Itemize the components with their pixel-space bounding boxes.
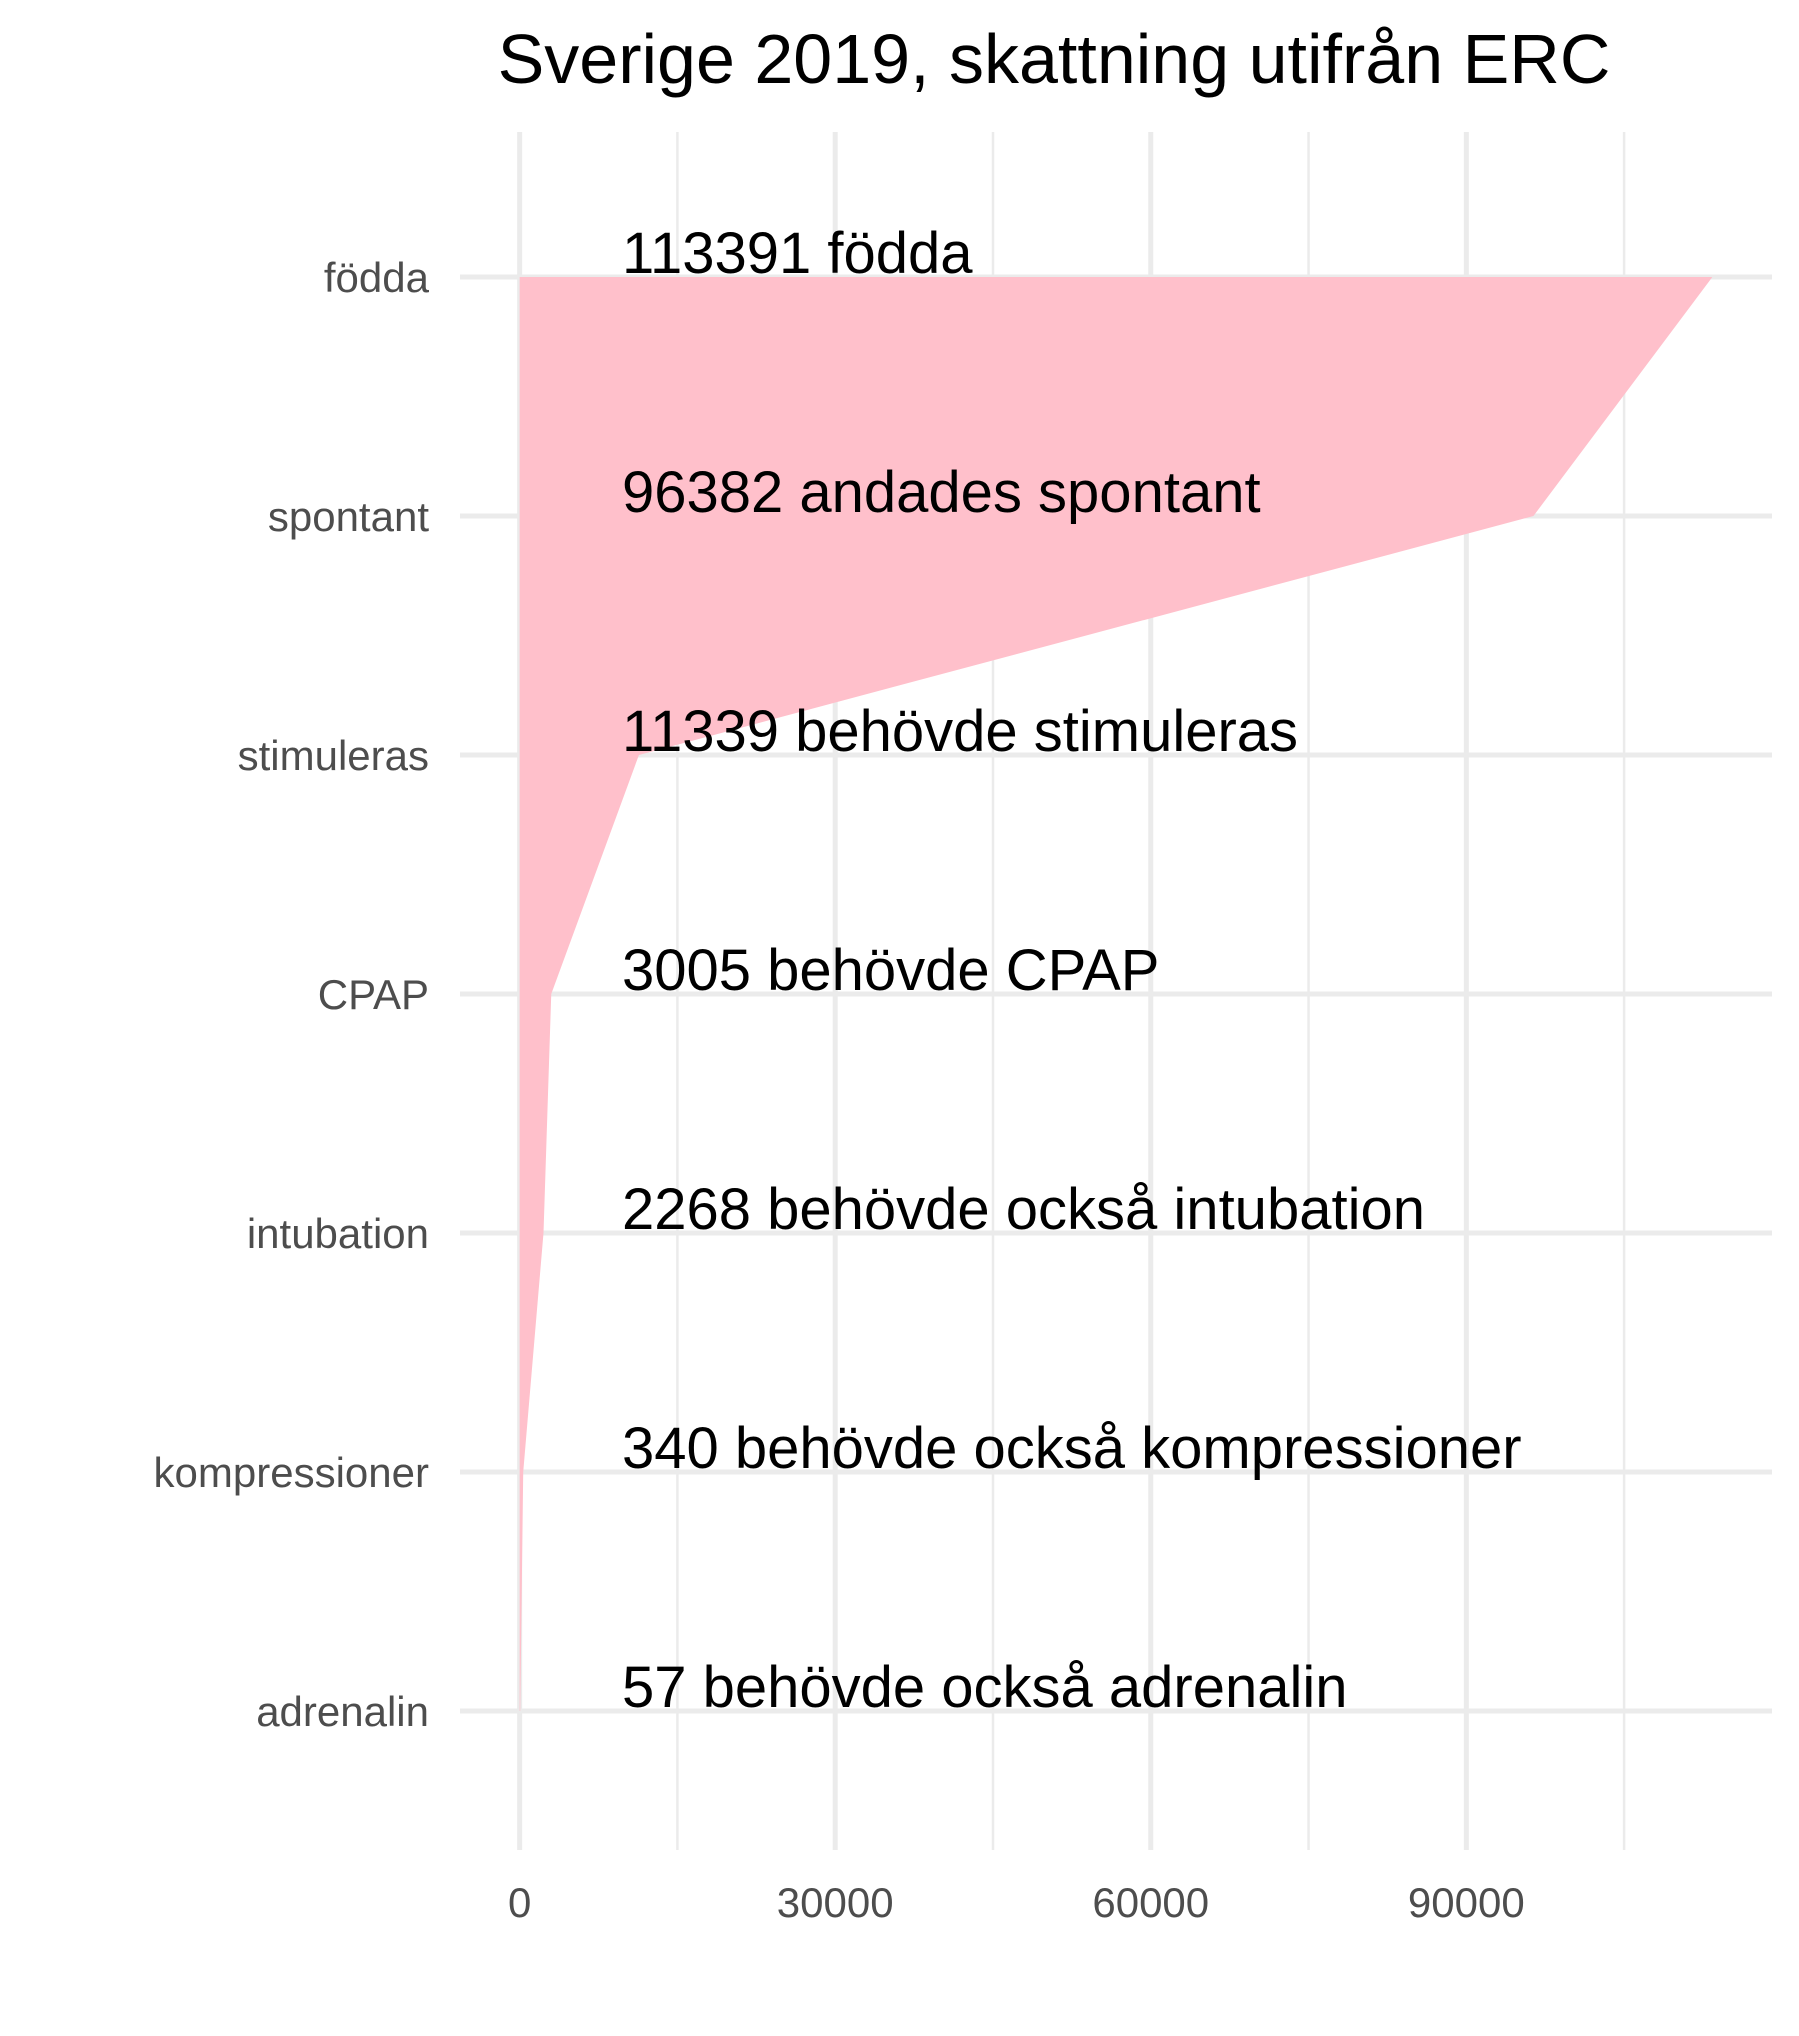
data-label: 340 behövde också kompressioner: [622, 1416, 1522, 1481]
category-label: födda: [324, 254, 430, 301]
data-label: 57 behövde också adrenalin: [622, 1655, 1348, 1720]
category-label: CPAP: [318, 971, 429, 1018]
area-series: [519, 277, 1713, 1711]
x-tick-label: 60000: [1092, 1879, 1209, 1926]
category-label: spontant: [268, 493, 429, 540]
data-label: 3005 behövde CPAP: [622, 938, 1159, 1003]
x-tick-label: 90000: [1408, 1879, 1525, 1926]
category-label: kompressioner: [154, 1449, 429, 1496]
category-label: intubation: [247, 1210, 429, 1257]
category-label: stimuleras: [238, 732, 429, 779]
data-label: 113391 födda: [622, 221, 973, 286]
category-axis-labels: födda spontant stimuleras CPAP intubation kom…: [154, 254, 430, 1735]
data-label: 2268 behövde också intubation: [622, 1177, 1425, 1242]
chart-title: Sverige 2019, skattning utifrån ERC: [498, 20, 1611, 98]
data-label: 11339 behövde stimuleras: [622, 699, 1298, 764]
x-tick-label: 30000: [777, 1879, 894, 1926]
category-label: adrenalin: [256, 1688, 429, 1735]
x-axis-tick-labels: 0 30000 60000 90000: [508, 1879, 1525, 1926]
data-label: 96382 andades spontant: [622, 460, 1261, 525]
x-tick-label: 0: [508, 1879, 531, 1926]
data-labels: 113391 födda 96382 andades spontant 11339 …: [622, 221, 1522, 1720]
